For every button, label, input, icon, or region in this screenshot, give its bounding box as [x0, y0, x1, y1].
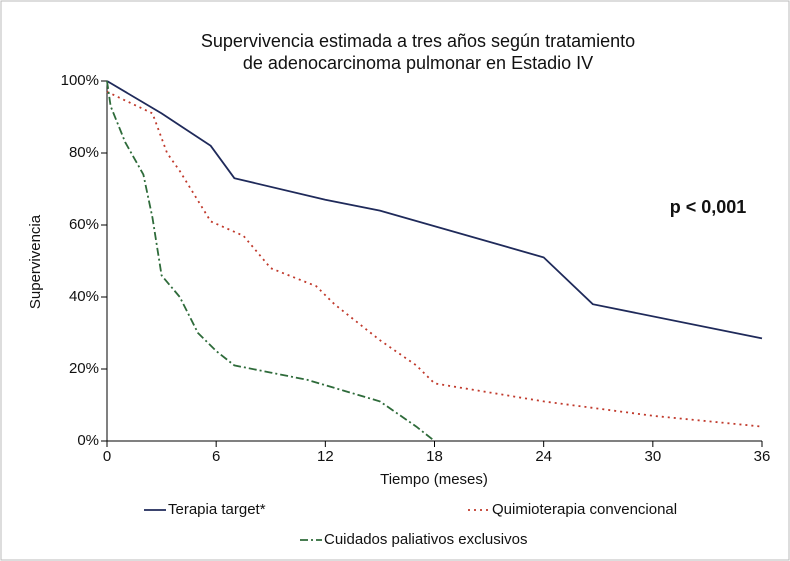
- y-tick-label: 80%: [69, 144, 99, 161]
- annotation: p < 0,001: [670, 197, 747, 217]
- x-tick-label: 0: [103, 448, 111, 465]
- y-tick-label: 0%: [77, 432, 99, 449]
- y-tick-label: 40%: [69, 288, 99, 305]
- series-line: [106, 80, 763, 340]
- x-axis-title: Tiempo (meses): [380, 471, 488, 488]
- y-tick-label: 60%: [69, 216, 99, 233]
- legend-label: Quimioterapia convencional: [492, 501, 677, 518]
- y-axis-title: Supervivencia: [27, 214, 44, 309]
- x-tick-label: 18: [426, 448, 443, 465]
- chart-title: de adenocarcinoma pulmonar en Estadio IV: [243, 53, 593, 73]
- series-line: [106, 80, 436, 442]
- x-tick-label: 30: [644, 448, 661, 465]
- y-tick-label: 100%: [61, 72, 99, 89]
- series-line: [106, 90, 763, 428]
- x-tick-label: 6: [212, 448, 220, 465]
- legend-label: Terapia target*: [168, 501, 266, 518]
- x-tick-label: 12: [317, 448, 334, 465]
- chart-title: Supervivencia estimada a tres años según…: [201, 31, 635, 51]
- x-tick-label: 24: [535, 448, 552, 465]
- x-tick-label: 36: [754, 448, 771, 465]
- y-tick-label: 20%: [69, 360, 99, 377]
- legend-label: Cuidados paliativos exclusivos: [324, 531, 527, 548]
